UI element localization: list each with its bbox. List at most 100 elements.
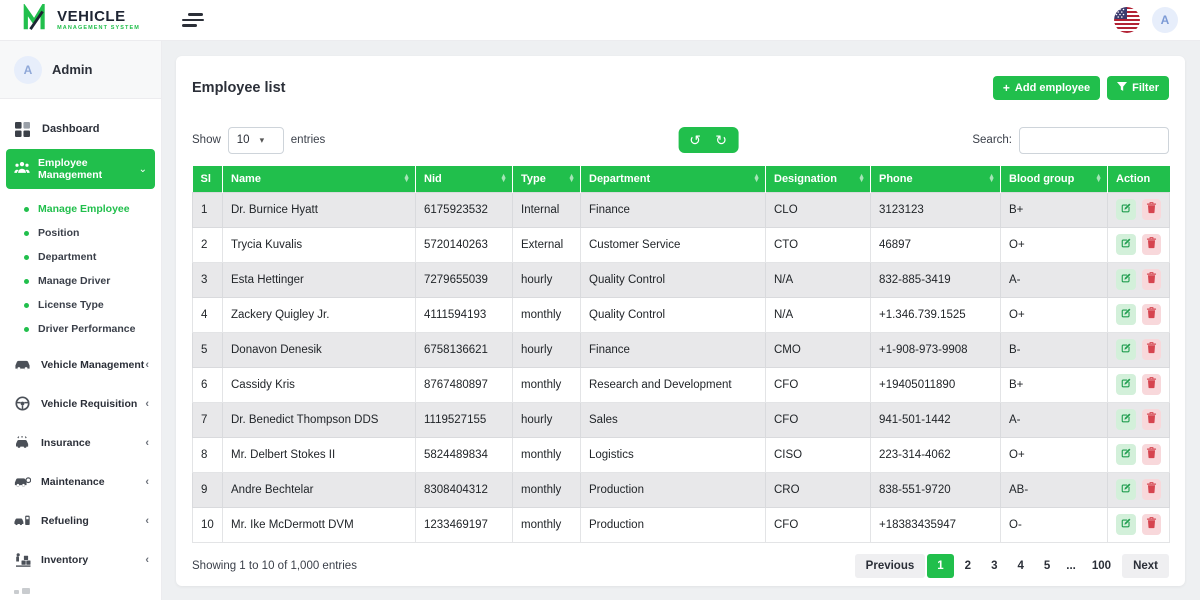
sidebar-item-insurance[interactable]: Insurance ‹: [0, 423, 161, 462]
edit-button[interactable]: [1116, 409, 1136, 430]
column-header-phone[interactable]: Phone ▲ ▼: [870, 166, 1001, 192]
dashboard-grid-icon: [14, 121, 30, 137]
search-input[interactable]: [1019, 126, 1169, 154]
sidebar-item-maintenance[interactable]: Maintenance ‹: [0, 462, 161, 501]
sidebar-item-inventory[interactable]: Inventory ‹: [0, 540, 161, 579]
table-row: 9 Andre Bechtelar 8308404312 monthly Product…: [192, 471, 1170, 508]
edit-button[interactable]: [1116, 199, 1136, 220]
delete-button[interactable]: [1141, 304, 1161, 325]
pagination-previous-button[interactable]: Previous: [854, 553, 926, 578]
page-size-select[interactable]: 10 ▾: [227, 126, 284, 154]
cell-nid: 5824489834: [415, 436, 513, 473]
sidebar-subitem-department[interactable]: Department: [0, 245, 161, 269]
cell-phone: +1-908-973-9908: [870, 331, 1001, 368]
column-header-department[interactable]: Department ▲ ▼: [580, 166, 766, 192]
delete-button[interactable]: [1141, 444, 1161, 465]
delete-button[interactable]: [1141, 269, 1161, 290]
pagination-page-3[interactable]: 3: [991, 559, 998, 572]
cell-name: Mr. Delbert Stokes II: [222, 436, 416, 473]
reload-button[interactable]: ↻: [708, 127, 734, 153]
cell-sl: 4: [192, 296, 223, 333]
pencil-square-icon: [1120, 272, 1132, 287]
language-flag-icon[interactable]: [1114, 7, 1140, 33]
column-header-designation[interactable]: Designation ▲ ▼: [765, 166, 871, 192]
chevron-left-icon: ‹: [145, 514, 149, 527]
cell-phone: 838-551-9720: [870, 471, 1001, 508]
bullet-dot-icon: [24, 326, 29, 332]
delete-button[interactable]: [1141, 514, 1161, 535]
cell-department: Production: [580, 471, 766, 508]
sidebar-subitem-manage-driver[interactable]: Manage Driver: [0, 269, 161, 293]
pencil-square-icon: [1120, 342, 1132, 357]
table-row: 2 Trycia Kuvalis 5720140263 External Custome…: [192, 226, 1170, 263]
edit-button[interactable]: [1116, 234, 1136, 255]
sort-arrows-icon[interactable]: ▲ ▼: [403, 172, 410, 184]
sidebar-subitem-position[interactable]: Position: [0, 221, 161, 245]
admin-avatar: A: [14, 55, 42, 84]
sort-arrows-icon[interactable]: ▲ ▼: [568, 172, 575, 184]
pagination-next-button[interactable]: Next: [1122, 553, 1169, 578]
cell-nid: 8767480897: [415, 366, 513, 403]
sort-arrows-icon[interactable]: ▲ ▼: [753, 172, 760, 184]
user-avatar[interactable]: A: [1152, 7, 1178, 33]
edit-button[interactable]: [1116, 514, 1136, 535]
delete-button[interactable]: [1141, 234, 1161, 255]
admin-profile[interactable]: A Admin: [0, 41, 161, 99]
pagination-page-5[interactable]: 5: [1043, 559, 1051, 572]
edit-button[interactable]: [1116, 479, 1136, 500]
sort-arrows-icon[interactable]: ▲ ▼: [858, 172, 865, 184]
cell-sl: 8: [192, 436, 223, 473]
add-employee-button[interactable]: + Add employee: [992, 76, 1101, 100]
sidebar-subitem-license-type[interactable]: License Type: [0, 293, 161, 317]
delete-button[interactable]: [1141, 479, 1161, 500]
column-header-action: Action: [1107, 166, 1170, 192]
pencil-square-icon: [1120, 412, 1132, 427]
sidebar-item-vehicle-requisition[interactable]: Vehicle Requisition ‹: [0, 384, 161, 423]
chevron-left-icon: ‹: [145, 358, 149, 371]
sidebar-item-vehicle-management[interactable]: Vehicle Management ‹: [0, 345, 161, 384]
sidebar-item-dashboard[interactable]: Dashboard: [0, 111, 161, 147]
trash-icon: [1146, 237, 1157, 252]
edit-button[interactable]: [1116, 339, 1136, 360]
cell-sl: 9: [192, 471, 223, 508]
column-header-type[interactable]: Type ▲ ▼: [512, 166, 581, 192]
sidebar-item-employee-management[interactable]: Employee Management ⌄: [6, 149, 155, 189]
brand-logo[interactable]: VEHICLE MANAGEMENT SYSTEM: [0, 0, 162, 40]
car-icon: [14, 356, 31, 373]
delete-button[interactable]: [1141, 409, 1161, 430]
pagination-page-2[interactable]: 2: [964, 559, 972, 572]
brand-subtitle: MANAGEMENT SYSTEM: [57, 24, 140, 31]
sort-arrows-icon[interactable]: ▲ ▼: [500, 172, 507, 184]
pencil-square-icon: [1120, 447, 1132, 462]
cell-action: [1107, 506, 1170, 543]
column-header-name[interactable]: Name ▲ ▼: [222, 166, 416, 192]
cell-department: Quality Control: [580, 296, 766, 333]
sidebar-subitem-manage-employee[interactable]: Manage Employee: [0, 197, 161, 221]
column-header-blood-group[interactable]: Blood group ▲ ▼: [1000, 166, 1108, 192]
sidebar-toggle-icon[interactable]: [182, 13, 206, 27]
sort-arrows-icon[interactable]: ▲ ▼: [988, 172, 995, 184]
column-header-nid[interactable]: Nid ▲ ▼: [415, 166, 513, 192]
edit-button[interactable]: [1116, 304, 1136, 325]
delete-button[interactable]: [1141, 374, 1161, 395]
sidebar-item-refueling[interactable]: Refueling ‹: [0, 501, 161, 540]
refresh-button-group: ↺ ↻: [678, 127, 739, 153]
delete-button[interactable]: [1141, 199, 1161, 220]
edit-button[interactable]: [1116, 269, 1136, 290]
reset-button[interactable]: ↺: [682, 127, 708, 153]
cell-action: [1107, 401, 1170, 438]
edit-button[interactable]: [1116, 444, 1136, 465]
pagination-page-1[interactable]: 1: [927, 553, 954, 578]
cell-blood-group: O+: [1000, 296, 1108, 333]
edit-button[interactable]: [1116, 374, 1136, 395]
sort-arrows-icon[interactable]: ▲ ▼: [1095, 172, 1102, 184]
pagination-page-4[interactable]: 4: [1017, 559, 1024, 572]
trash-icon: [1146, 272, 1157, 287]
pencil-square-icon: [1120, 482, 1132, 497]
admin-name: Admin: [52, 62, 93, 77]
filter-button[interactable]: Filter: [1107, 76, 1169, 100]
pagination-page-100[interactable]: 100: [1091, 559, 1112, 572]
sidebar-subitem-driver-performance[interactable]: Driver Performance: [0, 317, 161, 341]
delete-button[interactable]: [1141, 339, 1161, 360]
cell-nid: 6758136621: [415, 331, 513, 368]
